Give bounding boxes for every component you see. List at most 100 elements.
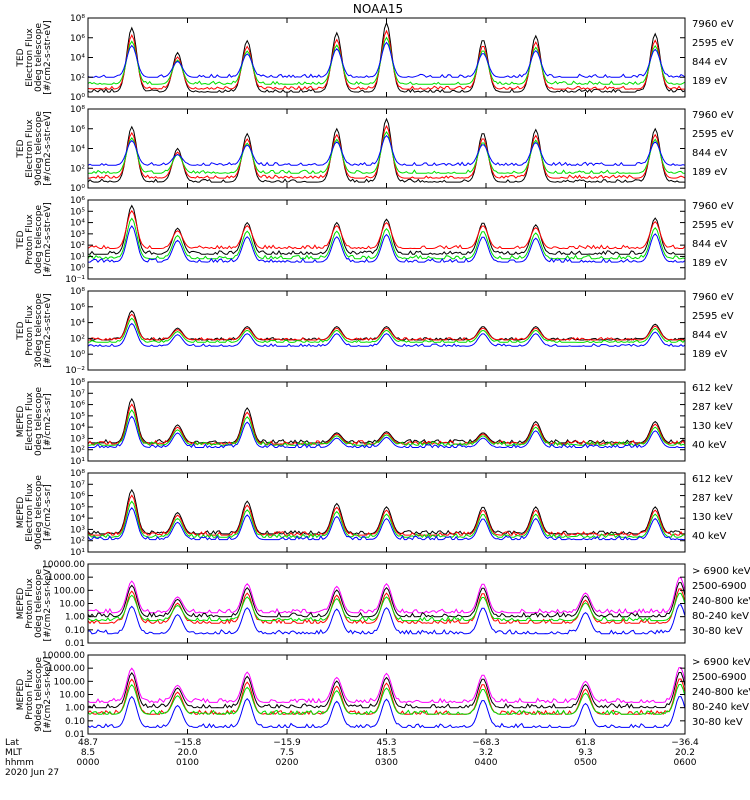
panel-meped-proton-0deg: 0.01 0.10 1.00 10.00 100.00 1000.00 10000.00ME… bbox=[16, 560, 750, 649]
legend-meped-proton-0deg-4: 30-80 keV bbox=[692, 626, 743, 637]
legend-ted-electron-0deg-3: 189 eV bbox=[692, 76, 727, 87]
ytick-label-ted-proton-0deg-5: 10⁴ bbox=[70, 219, 85, 229]
legend-meped-proton-0deg-1: 2500-6900 bbox=[692, 581, 747, 592]
ytick-label-meped-electron-90deg-2: 10³ bbox=[70, 525, 85, 535]
series-meped-electron-90deg-0 bbox=[87, 488, 685, 535]
xtick-hhmm-1: 0100 bbox=[176, 758, 199, 768]
chart-title: NOAA15 bbox=[353, 2, 403, 16]
legend-ted-electron-0deg-1: 2595 eV bbox=[692, 38, 734, 49]
series-meped-electron-90deg-2 bbox=[87, 500, 686, 539]
legend-ted-proton-30deg-3: 189 eV bbox=[692, 349, 727, 360]
legend-ted-electron-90deg-2: 844 eV bbox=[692, 148, 727, 159]
legend-meped-proton-90deg-1: 2500-6900 bbox=[692, 672, 747, 683]
series-meped-proton-90deg-3 bbox=[87, 684, 686, 716]
legend-ted-proton-0deg-1: 2595 eV bbox=[692, 220, 734, 231]
ytick-label-meped-proton-90deg-3: 10.00 bbox=[59, 691, 85, 701]
series-ted-proton-0deg-3 bbox=[88, 225, 686, 263]
legend-ted-proton-30deg-2: 844 eV bbox=[692, 330, 727, 341]
ytick-label-meped-proton-90deg-2: 1.00 bbox=[65, 704, 85, 714]
ytick-label-ted-proton-30deg-4: 10⁶ bbox=[70, 303, 85, 313]
xtick-lat-6: −36.4 bbox=[671, 738, 699, 748]
ytick-label-meped-proton-0deg-5: 1000.00 bbox=[48, 573, 85, 583]
frame-meped-electron-0deg bbox=[87, 381, 686, 462]
xtick-mlt-6: 20.2 bbox=[675, 748, 695, 758]
xtick-hhmm-4: 0400 bbox=[475, 758, 498, 768]
series-ted-proton-0deg-0 bbox=[88, 204, 685, 256]
frame-meped-proton-90deg bbox=[87, 654, 686, 735]
ytick-label-ted-proton-0deg-3: 10² bbox=[70, 241, 85, 251]
series-meped-electron-90deg-1 bbox=[87, 494, 686, 537]
ytick-label-meped-proton-90deg-1: 0.10 bbox=[65, 717, 85, 727]
legend-ted-proton-0deg-3: 189 eV bbox=[692, 258, 727, 269]
panel-meped-proton-90deg: 0.01 0.10 1.00 10.00 100.00 1000.00 10000.00ME… bbox=[16, 651, 750, 740]
xrow-label-3: 2020 Jun 27 bbox=[5, 768, 59, 778]
ytick-label-meped-proton-0deg-0: 0.01 bbox=[65, 639, 85, 649]
ytick-label-ted-proton-0deg-2: 10¹ bbox=[70, 252, 85, 262]
xrow-label-0: Lat bbox=[5, 738, 20, 748]
ytick-label-meped-proton-90deg-0: 0.01 bbox=[65, 730, 85, 740]
legend-meped-electron-0deg-1: 287 keV bbox=[692, 402, 733, 413]
legend-ted-proton-0deg-0: 7960 eV bbox=[692, 201, 734, 212]
ytick-label-meped-proton-0deg-4: 100.00 bbox=[54, 586, 86, 596]
series-meped-electron-0deg-3 bbox=[88, 415, 685, 449]
ylabel-ted-proton-30deg: TEDProton Flux30deg telescope[#/cm2-s-st… bbox=[16, 293, 53, 368]
ytick-label-ted-electron-0deg-1: 10² bbox=[70, 73, 85, 83]
series-meped-proton-0deg-1 bbox=[87, 582, 686, 618]
legend-ted-electron-0deg-0: 7960 eV bbox=[692, 19, 734, 30]
xtick-lat-0: 48.7 bbox=[78, 738, 98, 748]
series-ted-electron-90deg-0 bbox=[87, 117, 685, 183]
ytick-label-meped-electron-0deg-2: 10³ bbox=[70, 434, 85, 444]
ylabel-ted-electron-0deg: TEDElectron Flux0deg telescope[#/cm2-s-s… bbox=[16, 20, 53, 95]
legend-ted-proton-30deg-1: 2595 eV bbox=[692, 311, 734, 322]
ytick-label-ted-proton-0deg-6: 10⁵ bbox=[70, 207, 85, 217]
series-ted-proton-0deg-2 bbox=[87, 217, 686, 260]
series-meped-proton-90deg-4 bbox=[87, 695, 686, 729]
ylabel-meped-electron-0deg: MEPEDElectron Flux0deg telescope[#/cm2-s… bbox=[16, 387, 53, 457]
ytick-label-meped-electron-0deg-7: 10⁸ bbox=[70, 378, 85, 388]
series-meped-proton-90deg-0 bbox=[87, 667, 686, 704]
xtick-mlt-4: 3.2 bbox=[479, 748, 493, 758]
legend-meped-electron-90deg-0: 612 keV bbox=[692, 474, 733, 485]
xtick-lat-5: 61.8 bbox=[575, 738, 595, 748]
xtick-hhmm-6: 0600 bbox=[674, 758, 697, 768]
ytick-label-meped-proton-90deg-4: 100.00 bbox=[54, 677, 86, 687]
series-ted-electron-0deg-2 bbox=[87, 36, 686, 86]
ytick-label-meped-electron-0deg-4: 10⁵ bbox=[70, 412, 85, 422]
series-ted-electron-90deg-2 bbox=[88, 130, 685, 174]
legend-ted-proton-0deg-2: 844 eV bbox=[692, 239, 727, 250]
ytick-label-meped-electron-90deg-1: 10² bbox=[70, 537, 85, 547]
legend-meped-electron-0deg-0: 612 keV bbox=[692, 383, 733, 394]
series-meped-proton-0deg-2 bbox=[87, 588, 686, 625]
ytick-label-meped-electron-0deg-3: 10⁴ bbox=[70, 423, 85, 433]
series-meped-proton-0deg-4 bbox=[87, 604, 686, 635]
ytick-label-ted-electron-0deg-0: 10⁰ bbox=[70, 93, 85, 103]
ytick-label-meped-electron-90deg-0: 10¹ bbox=[70, 548, 85, 558]
series-meped-electron-0deg-1 bbox=[87, 403, 686, 445]
ytick-label-ted-electron-90deg-3: 10⁶ bbox=[70, 125, 85, 135]
ytick-label-ted-proton-0deg-4: 10³ bbox=[70, 230, 85, 240]
series-ted-proton-30deg-2 bbox=[87, 317, 686, 343]
xtick-lat-1: −15.8 bbox=[174, 738, 202, 748]
ytick-label-ted-proton-0deg-1: 10⁰ bbox=[70, 264, 85, 274]
xtick-hhmm-0: 0000 bbox=[77, 758, 100, 768]
xtick-mlt-1: 20.0 bbox=[177, 748, 197, 758]
xtick-lat-3: 45.3 bbox=[376, 738, 396, 748]
legend-meped-proton-0deg-0: > 6900 keV bbox=[692, 566, 750, 577]
ylabel-meped-proton-90deg: MEPEDProton Flux90deg telescope[#/cm2-s-… bbox=[16, 657, 53, 733]
legend-meped-proton-90deg-3: 80-240 keV bbox=[692, 702, 749, 713]
series-ted-proton-30deg-0 bbox=[88, 310, 686, 341]
ytick-label-meped-proton-90deg-6: 10000.00 bbox=[42, 651, 85, 661]
ytick-label-ted-proton-30deg-3: 10⁴ bbox=[70, 319, 85, 329]
legend-meped-proton-90deg-4: 30-80 keV bbox=[692, 717, 743, 728]
legend-ted-electron-90deg-1: 2595 eV bbox=[692, 129, 734, 140]
ytick-label-meped-proton-0deg-1: 0.10 bbox=[65, 626, 85, 636]
xtick-mlt-3: 18.5 bbox=[376, 748, 396, 758]
legend-ted-electron-0deg-2: 844 eV bbox=[692, 57, 727, 68]
ytick-label-meped-electron-90deg-6: 10⁷ bbox=[70, 480, 85, 490]
xtick-lat-4: −68.3 bbox=[472, 738, 500, 748]
ytick-label-meped-electron-0deg-5: 10⁶ bbox=[70, 401, 85, 411]
series-meped-proton-0deg-3 bbox=[87, 592, 686, 622]
